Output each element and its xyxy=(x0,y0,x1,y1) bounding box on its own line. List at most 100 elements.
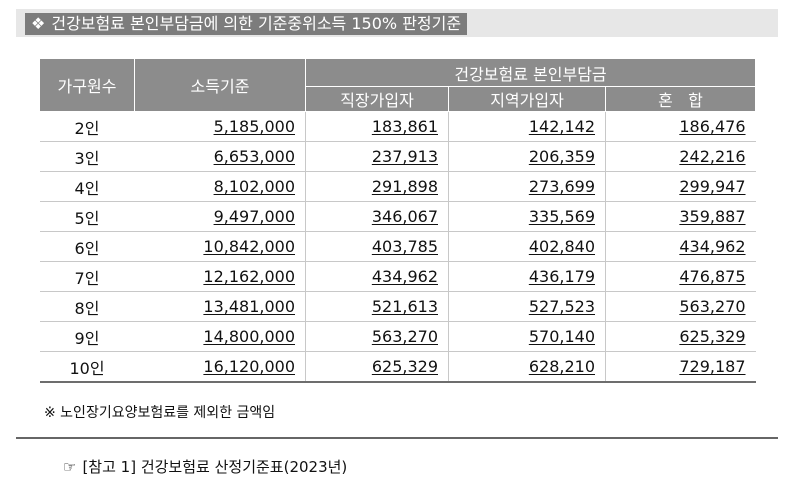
cell-mixed-value: 359,887 xyxy=(679,207,746,226)
cell-income-value: 12,162,000 xyxy=(203,267,295,286)
section-title-text: 건강보험료 본인부담금에 의한 기준중위소득 150% 판정기준 xyxy=(51,14,462,33)
cell-mixed: 242,216 xyxy=(604,141,756,172)
cell-mixed-value: 299,947 xyxy=(679,177,746,196)
income-criteria-table: 가구원수 소득기준 건강보험료 본인부담금 직장가입자 지역가입자 혼 합 2인… xyxy=(39,58,757,383)
cell-regional-value: 335,569 xyxy=(528,207,595,226)
cell-employee: 403,785 xyxy=(305,231,449,262)
cell-income-value: 5,185,000 xyxy=(213,117,295,136)
cell-mixed-value: 186,476 xyxy=(679,117,746,136)
cell-regional-value: 436,179 xyxy=(528,267,595,286)
cell-household-size: 9인 xyxy=(39,321,135,352)
cell-regional: 273,699 xyxy=(448,171,606,202)
cell-regional: 436,179 xyxy=(448,261,606,292)
table-row: 5인 9,497,000 346,067 335,569 359,887 xyxy=(39,201,756,232)
cell-mixed: 186,476 xyxy=(604,111,756,142)
cell-employee-value: 563,270 xyxy=(371,327,438,346)
cell-regional: 402,840 xyxy=(448,231,606,262)
cell-household-size-value: 4인 xyxy=(74,178,100,198)
reference-text: [참고 1] 건강보험료 산정기준표(2023년) xyxy=(82,458,348,476)
cell-household-size-value: 3인 xyxy=(74,148,100,168)
section-title: ❖ 건강보험료 본인부담금에 의한 기준중위소득 150% 판정기준 xyxy=(25,13,468,35)
cell-mixed-value: 434,962 xyxy=(679,237,746,256)
header-employee: 직장가입자 xyxy=(305,86,449,112)
cell-regional-value: 142,142 xyxy=(528,117,595,136)
cell-employee: 563,270 xyxy=(305,321,449,352)
cell-income: 13,481,000 xyxy=(134,291,306,322)
cell-household-size-value: 5인 xyxy=(74,208,100,228)
cell-regional-value: 206,359 xyxy=(528,147,595,166)
header-income-standard: 소득기준 xyxy=(134,58,306,112)
cell-employee: 291,898 xyxy=(305,171,449,202)
table-row: 3인 6,653,000 237,913 206,359 242,216 xyxy=(39,141,756,172)
cell-income-value: 14,800,000 xyxy=(203,327,295,346)
cell-income: 16,120,000 xyxy=(134,351,306,383)
cell-income: 10,842,000 xyxy=(134,231,306,262)
cell-income-value: 6,653,000 xyxy=(213,147,295,166)
cell-income-value: 13,481,000 xyxy=(203,297,295,316)
cell-employee: 183,861 xyxy=(305,111,449,142)
cell-household-size-value: 10인 xyxy=(69,358,105,378)
cell-income: 14,800,000 xyxy=(134,321,306,352)
cell-employee-value: 521,613 xyxy=(371,297,438,316)
header-household-size: 가구원수 xyxy=(39,58,135,112)
cell-mixed: 625,329 xyxy=(604,321,756,352)
cell-employee-value: 625,329 xyxy=(371,357,438,376)
cell-employee: 346,067 xyxy=(305,201,449,232)
cell-mixed-value: 563,270 xyxy=(679,297,746,316)
cell-household-size-value: 7인 xyxy=(74,268,100,288)
cell-household-size: 8인 xyxy=(39,291,135,322)
cell-employee: 625,329 xyxy=(305,351,449,383)
cell-household-size: 4인 xyxy=(39,171,135,202)
cell-regional: 628,210 xyxy=(448,351,606,383)
cell-mixed-value: 729,187 xyxy=(679,357,746,376)
cell-mixed-value: 242,216 xyxy=(679,147,746,166)
cell-income-value: 10,842,000 xyxy=(203,237,295,256)
cell-income: 5,185,000 xyxy=(134,111,306,142)
cell-household-size: 2인 xyxy=(39,111,135,142)
cell-mixed-value: 625,329 xyxy=(679,327,746,346)
cell-household-size: 3인 xyxy=(39,141,135,172)
cell-income: 6,653,000 xyxy=(134,141,306,172)
cell-regional: 527,523 xyxy=(448,291,606,322)
footnote: ※ 노인장기요양보험료를 제외한 금액임 xyxy=(44,405,276,421)
cell-household-size-value: 2인 xyxy=(74,118,100,138)
cell-household-size: 7인 xyxy=(39,261,135,292)
cell-employee-value: 346,067 xyxy=(371,207,438,226)
table-row: 2인 5,185,000 183,861 142,142 186,476 xyxy=(39,111,756,142)
table-row: 8인 13,481,000 521,613 527,523 563,270 xyxy=(39,291,756,322)
cell-household-size-value: 8인 xyxy=(74,298,100,318)
cell-mixed: 359,887 xyxy=(604,201,756,232)
cell-employee: 237,913 xyxy=(305,141,449,172)
cell-mixed: 434,962 xyxy=(604,231,756,262)
cell-household-size: 5인 xyxy=(39,201,135,232)
cell-regional-value: 527,523 xyxy=(528,297,595,316)
cell-employee-value: 183,861 xyxy=(371,117,438,136)
table-row: 6인 10,842,000 403,785 402,840 434,962 xyxy=(39,231,756,262)
cell-employee: 434,962 xyxy=(305,261,449,292)
cell-income: 9,497,000 xyxy=(134,201,306,232)
cell-household-size: 6인 xyxy=(39,231,135,262)
header-mixed: 혼 합 xyxy=(604,86,757,112)
diamond-bullet-icon: ❖ xyxy=(31,14,46,33)
cell-employee-value: 434,962 xyxy=(371,267,438,286)
cell-regional-value: 570,140 xyxy=(528,327,595,346)
divider xyxy=(16,437,778,439)
cell-income-value: 8,102,000 xyxy=(213,177,295,196)
cell-mixed: 476,875 xyxy=(604,261,756,292)
reference-line: ☞ [참고 1] 건강보험료 산정기준표(2023년) xyxy=(63,456,347,477)
table-row: 4인 8,102,000 291,898 273,699 299,947 xyxy=(39,171,756,202)
cell-regional: 142,142 xyxy=(448,111,606,142)
table-row: 10인 16,120,000 625,329 628,210 729,187 xyxy=(39,351,756,383)
cell-income: 8,102,000 xyxy=(134,171,306,202)
cell-household-size: 10인 xyxy=(39,351,135,383)
header-regional: 지역가입자 xyxy=(448,86,606,112)
table-body: 2인 5,185,000 183,861 142,142 186,476 3인 6,653,… xyxy=(39,111,756,383)
cell-mixed: 729,187 xyxy=(604,351,756,383)
title-band: ❖ 건강보험료 본인부담금에 의한 기준중위소득 150% 판정기준 xyxy=(16,9,778,37)
cell-employee: 521,613 xyxy=(305,291,449,322)
cell-mixed: 299,947 xyxy=(604,171,756,202)
cell-mixed: 563,270 xyxy=(604,291,756,322)
cell-income: 12,162,000 xyxy=(134,261,306,292)
cell-income-value: 16,120,000 xyxy=(203,357,295,376)
cell-income-value: 9,497,000 xyxy=(213,207,295,226)
